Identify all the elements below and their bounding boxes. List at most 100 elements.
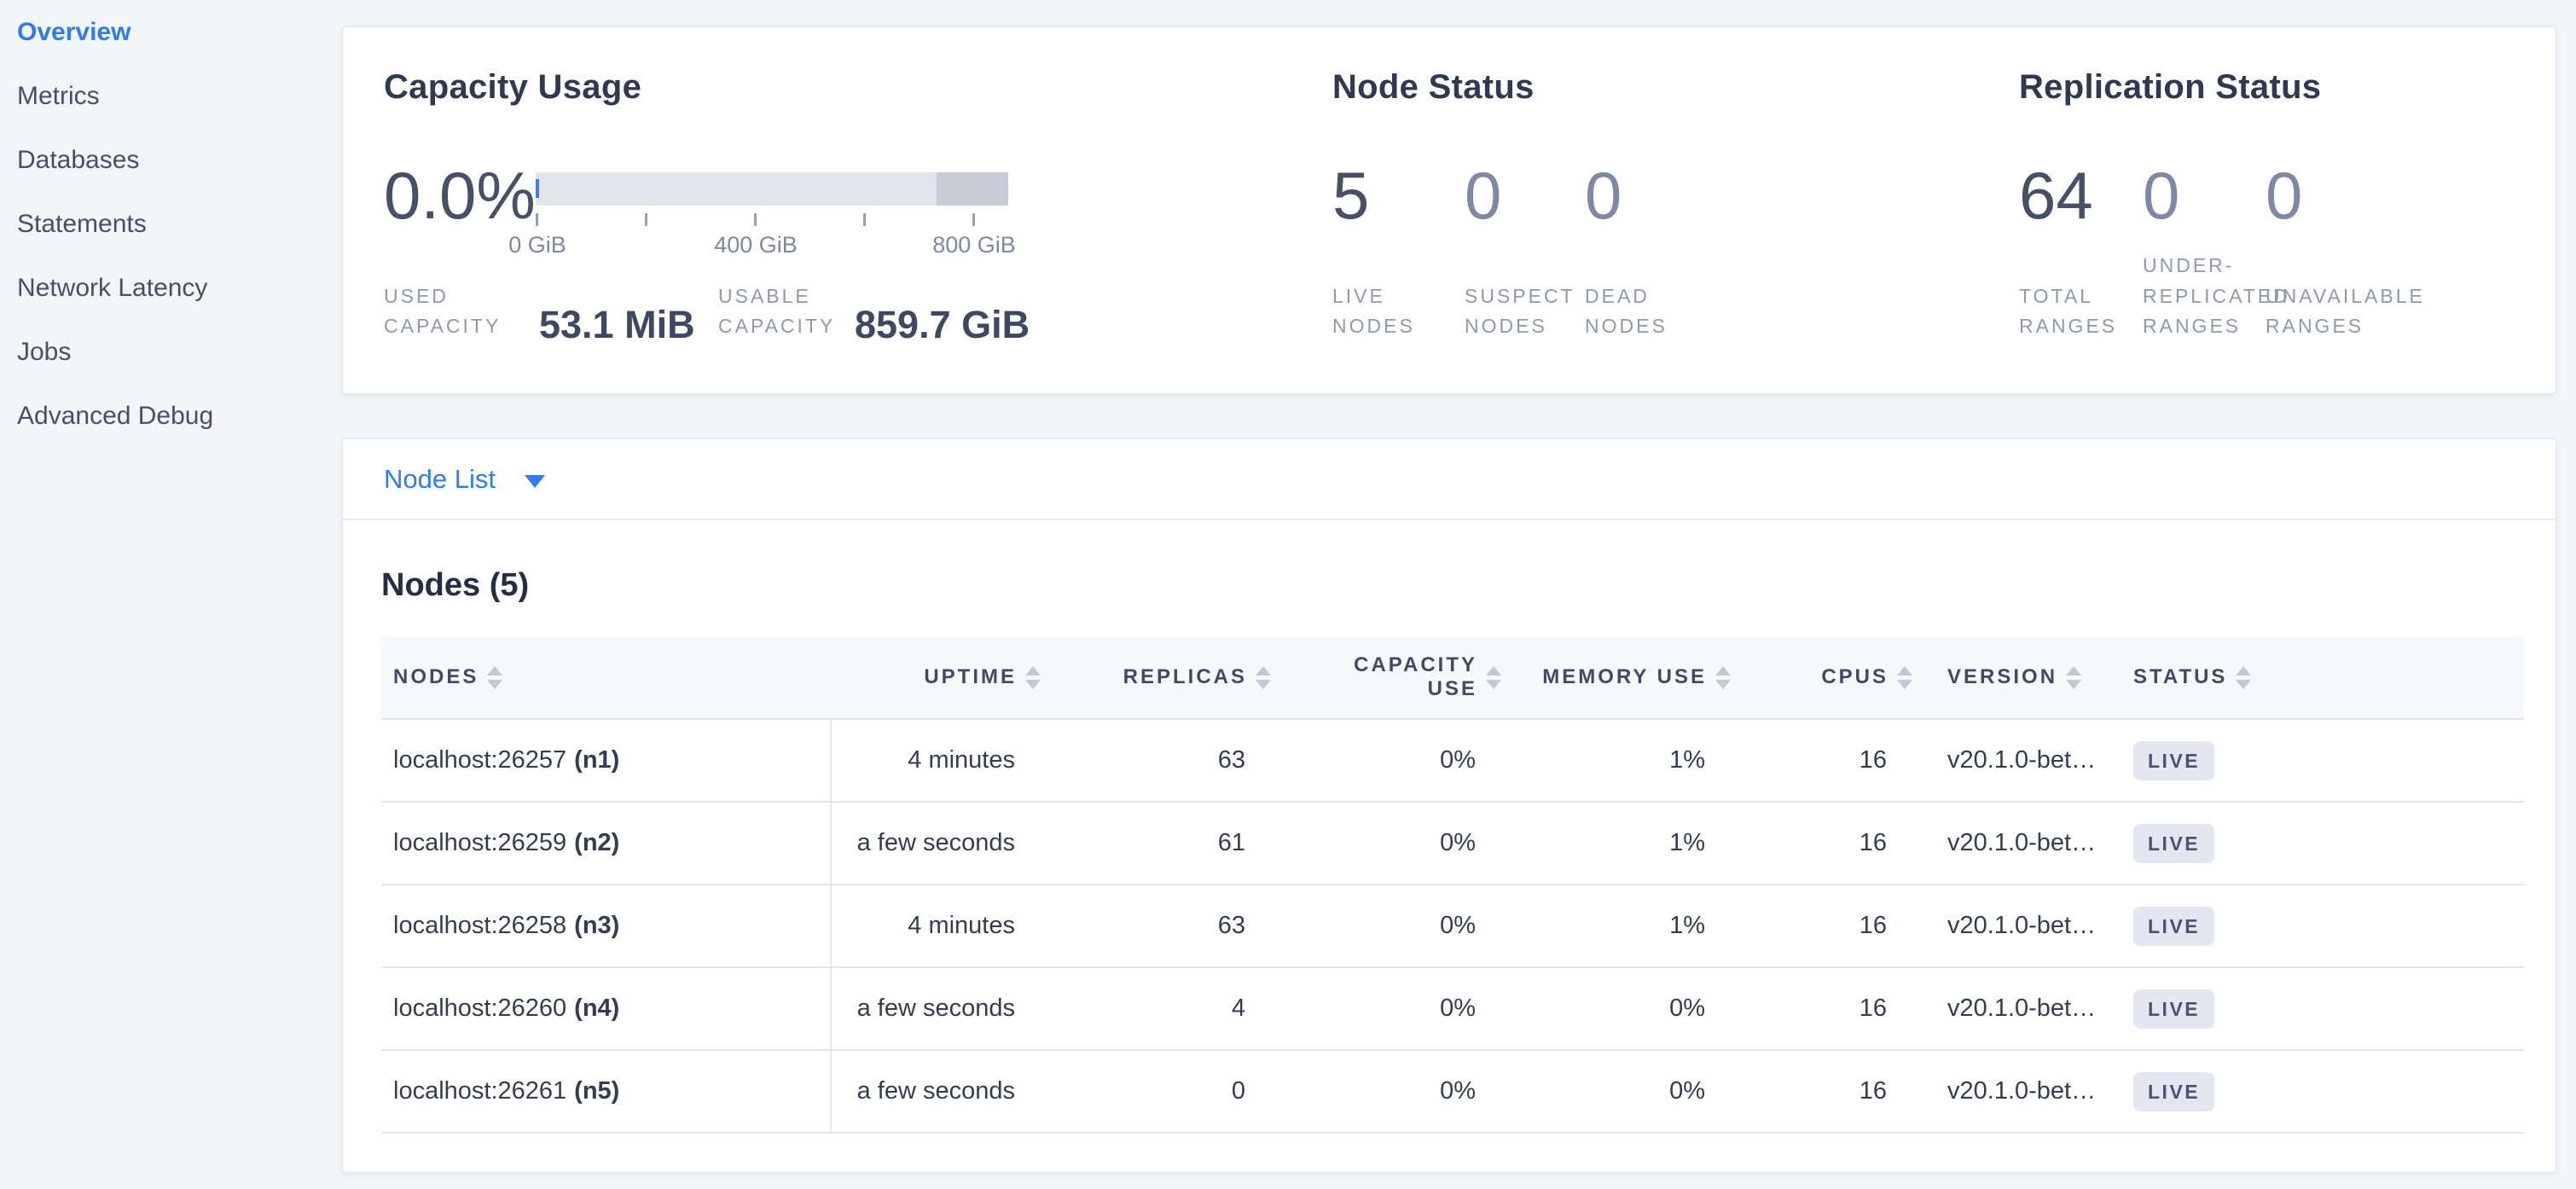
column-label: CPUS: [1821, 665, 1888, 688]
sidebar-item-databases[interactable]: Databases: [17, 145, 140, 174]
capacity-use-cell: 0%: [1285, 1050, 1515, 1134]
status-badge: LIVE: [2133, 989, 2215, 1029]
replicas-cell: 61: [1054, 802, 1285, 885]
unavailable-ranges-label: UNAVAILABLE RANGES: [2266, 284, 2425, 338]
replicas-cell: 0: [1054, 1050, 1285, 1134]
sidebar-item-network-latency[interactable]: Network Latency: [17, 273, 208, 302]
capacity-use-cell: 0%: [1285, 802, 1515, 885]
node-address-link[interactable]: localhost:26259: [393, 829, 567, 856]
cpus-cell: 16: [1744, 884, 1926, 968]
node-id: (n5): [574, 1077, 620, 1105]
version-cell: v20.1.0-bet…: [1926, 1050, 2109, 1134]
node-id: (n2): [574, 829, 620, 856]
used-capacity-label: USED CAPACITY: [384, 284, 502, 338]
node-address-link[interactable]: localhost:26258: [393, 912, 567, 939]
uptime-cell: 4 minutes: [831, 884, 1054, 968]
status-badge: LIVE: [2133, 823, 2215, 863]
node-address-link[interactable]: localhost:26260: [393, 995, 567, 1022]
replicas-cell: 63: [1054, 719, 1285, 803]
column-header-nodes[interactable]: NODES: [381, 636, 831, 720]
sort-icon: [1025, 665, 1041, 689]
sidebar-item-metrics[interactable]: Metrics: [17, 81, 100, 110]
column-header-version[interactable]: VERSION: [1926, 636, 2109, 720]
version-cell: v20.1.0-bet…: [1926, 884, 2109, 968]
node-cell: localhost:26261 (n5): [381, 1050, 832, 1134]
status-cell: LIVE: [2109, 884, 2524, 968]
main-content: Capacity Usage 0.0% 0 GiB 400 GiB: [341, 26, 2557, 1174]
uptime-cell: a few seconds: [831, 967, 1054, 1051]
status-badge: LIVE: [2133, 740, 2215, 780]
status-cell: LIVE: [2109, 1050, 2524, 1134]
axis-tick: [972, 213, 975, 226]
uptime-cell: a few seconds: [831, 802, 1054, 885]
axis-tick: [863, 213, 866, 226]
node-status-section: Node Status 5 0 0 LIVE NODES SUSPECT NOD…: [1332, 27, 2006, 393]
node-id: (n4): [574, 995, 620, 1022]
status-badge: LIVE: [2133, 1071, 2215, 1111]
sidebar-item-advanced-debug[interactable]: Advanced Debug: [17, 401, 214, 430]
node-cell: localhost:26260 (n4): [381, 967, 832, 1051]
table-row[interactable]: localhost:26259 (n2) a few seconds 61 0% 1% 16…: [381, 802, 2524, 885]
column-header-capacity-use[interactable]: CAPACITY USE: [1285, 636, 1515, 720]
capacity-gauge-track: [536, 172, 1008, 206]
replicas-cell: 4: [1054, 967, 1285, 1051]
live-nodes-label: LIVE NODES: [1332, 284, 1415, 338]
uptime-cell: 4 minutes: [831, 719, 1054, 803]
node-list-dropdown[interactable]: Node List: [343, 439, 2556, 520]
sort-icon: [1256, 665, 1271, 689]
node-address-link[interactable]: localhost:26257: [393, 746, 567, 774]
node-list-dropdown-label: Node List: [384, 463, 496, 494]
under-replicated-ranges-label: UNDER-REPLICATED RANGES: [2143, 254, 2290, 338]
axis-label-400gib: 400 GiB: [714, 232, 798, 258]
nodes-table-container: Nodes (5) NODES UPTIME RE: [343, 520, 2556, 1172]
cpus-cell: 16: [1744, 719, 1926, 803]
suspect-nodes-count: 0: [1465, 158, 1502, 233]
capacity-use-cell: 0%: [1285, 967, 1515, 1051]
nodes-heading: Nodes (5): [381, 567, 530, 603]
table-header-row: NODES UPTIME REPLICAS CAPACITY USE MEMOR: [381, 636, 2524, 720]
axis-tick: [754, 213, 757, 226]
live-nodes-count: 5: [1332, 158, 1370, 233]
total-ranges-count: 64: [2019, 158, 2093, 233]
replication-status-section: Replication Status 64 0 0 TOTAL RANGES U…: [2019, 27, 2548, 393]
uptime-cell: a few seconds: [831, 1050, 1054, 1134]
sidebar-item-overview[interactable]: Overview: [17, 17, 131, 46]
table-row[interactable]: localhost:26260 (n4) a few seconds 4 0% 0% 16 v…: [381, 967, 2524, 1051]
table-row[interactable]: localhost:26261 (n5) a few seconds 0 0% 0% 16 v…: [381, 1050, 2524, 1134]
column-header-replicas[interactable]: REPLICAS: [1054, 636, 1285, 720]
cpus-cell: 16: [1744, 802, 1926, 885]
usable-capacity-label: USABLE CAPACITY: [718, 284, 836, 338]
status-cell: LIVE: [2109, 719, 2524, 803]
cpus-cell: 16: [1744, 1050, 1926, 1134]
column-label: STATUS: [2133, 665, 2228, 688]
table-row[interactable]: localhost:26257 (n1) 4 minutes 63 0% 1% 16 v20.…: [381, 719, 2524, 803]
suspect-nodes-label: SUSPECT NODES: [1465, 284, 1575, 338]
column-header-uptime[interactable]: UPTIME: [831, 636, 1054, 720]
capacity-use-cell: 0%: [1285, 719, 1515, 803]
unavailable-ranges-count: 0: [2266, 158, 2303, 233]
replication-status-title: Replication Status: [2019, 68, 2322, 106]
column-header-cpus[interactable]: CPUS: [1744, 636, 1926, 720]
sidebar-item-jobs[interactable]: Jobs: [17, 337, 72, 366]
status-cell: LIVE: [2109, 802, 2524, 885]
sort-icon: [1897, 665, 1912, 689]
capacity-gauge-labels: 0 GiB 400 GiB 800 GiB: [508, 232, 1016, 258]
status-badge: LIVE: [2133, 906, 2215, 946]
sidebar-item-statements[interactable]: Statements: [17, 209, 147, 238]
capacity-usage-section: Capacity Usage 0.0% 0 GiB 400 GiB: [384, 27, 1322, 393]
memory-use-cell: 0%: [1515, 1050, 1744, 1134]
capacity-gauge-dark-segment: [937, 172, 1008, 206]
used-capacity-value: 53.1 MiB: [539, 303, 695, 346]
capacity-gauge-ticks: [536, 213, 1008, 227]
axis-label-800gib: 800 GiB: [932, 232, 1016, 258]
nodes-table-body: localhost:26257 (n1) 4 minutes 63 0% 1% 16 v20.…: [381, 719, 2524, 1134]
column-label: CAPACITY USE: [1354, 653, 1477, 700]
column-header-status[interactable]: STATUS: [2109, 636, 2524, 720]
table-row[interactable]: localhost:26258 (n3) 4 minutes 63 0% 1% 16 v20.…: [381, 884, 2524, 968]
capacity-use-cell: 0%: [1285, 884, 1515, 968]
column-header-memory-use[interactable]: MEMORY USE: [1515, 636, 1744, 720]
node-address-link[interactable]: localhost:26261: [393, 1077, 567, 1105]
memory-use-cell: 0%: [1515, 967, 1744, 1051]
sort-icon: [2066, 665, 2082, 689]
cluster-summary-card: Capacity Usage 0.0% 0 GiB 400 GiB: [341, 26, 2557, 395]
